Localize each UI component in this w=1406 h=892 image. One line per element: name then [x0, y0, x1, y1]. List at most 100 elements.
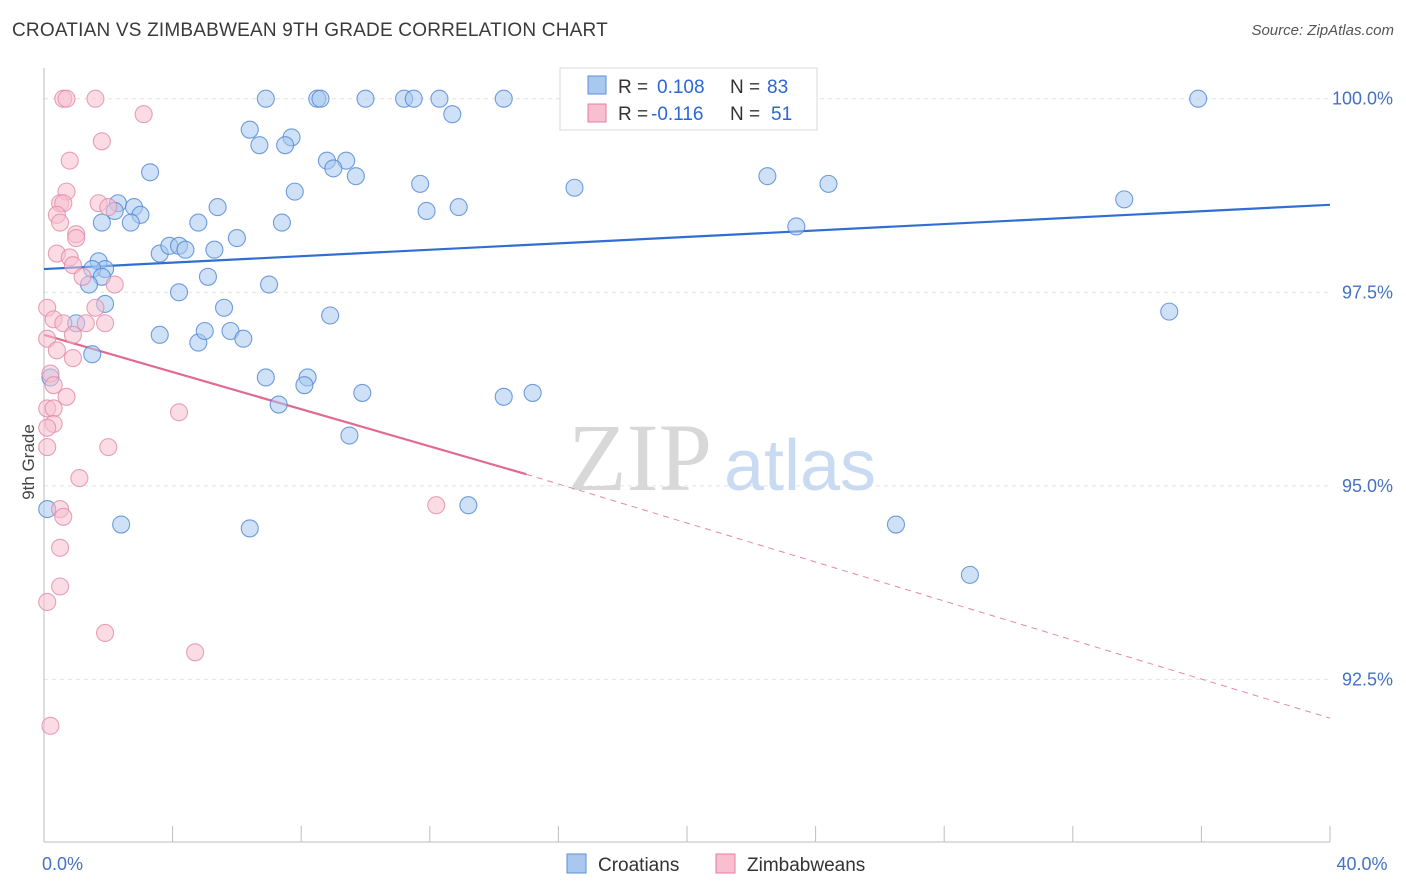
x-tick-label: 0.0%	[42, 854, 83, 874]
y-axis-title: 9th Grade	[19, 424, 38, 500]
watermark-zip: ZIP	[568, 404, 712, 511]
point-croatians	[141, 163, 160, 182]
point-croatians	[430, 89, 449, 108]
point-croatians	[234, 329, 253, 348]
stats-r-value-croatians: 0.108	[657, 77, 705, 98]
point-zimbabweans	[63, 325, 82, 344]
point-zimbabweans	[186, 643, 205, 662]
point-zimbabweans	[51, 538, 70, 557]
point-croatians	[356, 89, 375, 108]
point-zimbabweans	[134, 105, 153, 124]
y-tick-label: 92.5%	[1342, 669, 1393, 689]
point-croatians	[417, 201, 436, 221]
point-croatians	[269, 395, 288, 414]
point-croatians	[240, 120, 259, 139]
point-zimbabweans	[99, 198, 118, 217]
point-croatians	[169, 283, 189, 302]
point-croatians	[494, 387, 513, 406]
point-zimbabweans	[63, 256, 82, 275]
data-points	[38, 89, 1208, 735]
point-zimbabweans	[92, 132, 111, 151]
point-zimbabweans	[76, 314, 95, 333]
point-zimbabweans	[86, 89, 105, 108]
stats-r-label-croatians: R =	[618, 77, 648, 98]
point-croatians	[523, 383, 542, 402]
point-croatians	[295, 376, 314, 395]
watermark-atlas: atlas	[724, 426, 876, 506]
stats-n-value-zimbabweans: 51	[771, 104, 792, 125]
point-croatians	[886, 515, 906, 534]
trend-line-croatians	[43, 203, 1331, 271]
watermark: ZIP atlas	[568, 404, 876, 511]
point-zimbabweans	[44, 376, 63, 395]
point-croatians	[92, 213, 111, 232]
point-croatians	[227, 229, 246, 248]
point-croatians	[208, 198, 227, 217]
source-note: Source: ZipAtlas.com	[1251, 22, 1394, 39]
grid-lines	[44, 98, 1330, 680]
point-croatians	[198, 267, 218, 286]
point-croatians	[121, 213, 140, 232]
point-croatians	[189, 213, 208, 232]
point-zimbabweans	[41, 716, 60, 735]
point-zimbabweans	[38, 418, 57, 437]
point-zimbabweans	[73, 267, 92, 286]
point-zimbabweans	[51, 213, 70, 232]
stats-r-label-zimbabweans: R =	[618, 104, 648, 125]
point-croatians	[112, 515, 131, 534]
point-croatians	[787, 217, 806, 236]
point-zimbabweans	[60, 151, 79, 170]
point-zimbabweans	[86, 298, 105, 317]
point-croatians	[259, 275, 279, 294]
point-croatians	[565, 178, 584, 197]
y-tick-label: 97.5%	[1342, 282, 1393, 302]
point-croatians	[285, 182, 304, 201]
trend-extension-zimbabweans	[526, 473, 1331, 719]
point-zimbabweans	[38, 438, 57, 457]
point-zimbabweans	[57, 89, 76, 108]
point-croatians	[353, 383, 372, 402]
point-zimbabweans	[44, 399, 63, 418]
point-zimbabweans	[105, 275, 124, 294]
point-croatians	[404, 89, 423, 108]
point-zimbabweans	[67, 229, 86, 248]
point-zimbabweans	[38, 592, 57, 612]
point-croatians	[321, 306, 340, 325]
point-croatians	[758, 167, 777, 186]
point-croatians	[960, 565, 979, 584]
point-croatians	[256, 89, 275, 108]
stats-n-value-croatians: 83	[767, 77, 788, 98]
point-croatians	[250, 136, 269, 155]
point-zimbabweans	[47, 341, 66, 360]
point-zimbabweans	[57, 387, 76, 406]
stats-box: R = 0.108 N = 83 R = -0.116 N = 51	[559, 67, 818, 131]
point-croatians	[83, 345, 102, 364]
chart-title: CROATIAN VS ZIMBABWEAN 9TH GRADE CORRELA…	[12, 20, 608, 41]
point-zimbabweans	[70, 469, 89, 488]
point-croatians	[411, 174, 430, 193]
point-croatians	[205, 240, 224, 259]
point-zimbabweans	[63, 349, 82, 368]
point-croatians	[272, 213, 291, 232]
point-croatians	[449, 198, 468, 217]
stats-n-label-zimbabweans: N =	[730, 104, 760, 125]
point-croatians	[276, 136, 295, 155]
legend-label-croatians: Croatians	[598, 855, 679, 876]
tick-labels: 92.5% 95.0% 97.5% 100.0% 0.0% 40.0%	[42, 89, 1393, 874]
point-croatians	[150, 325, 169, 344]
point-zimbabweans	[99, 438, 118, 457]
point-croatians	[240, 519, 259, 538]
point-zimbabweans	[96, 623, 115, 643]
legend-swatch-zimbabweans	[715, 853, 736, 874]
y-tick-label: 95.0%	[1342, 476, 1393, 496]
stats-n-label-croatians: N =	[730, 77, 760, 98]
point-croatians	[311, 89, 330, 108]
point-zimbabweans	[169, 403, 189, 422]
point-croatians	[1115, 190, 1134, 209]
point-croatians	[340, 426, 359, 445]
stats-r-value-zimbabweans: -0.116	[651, 104, 703, 125]
point-croatians	[214, 298, 234, 317]
point-croatians	[176, 240, 195, 259]
point-zimbabweans	[427, 496, 446, 515]
